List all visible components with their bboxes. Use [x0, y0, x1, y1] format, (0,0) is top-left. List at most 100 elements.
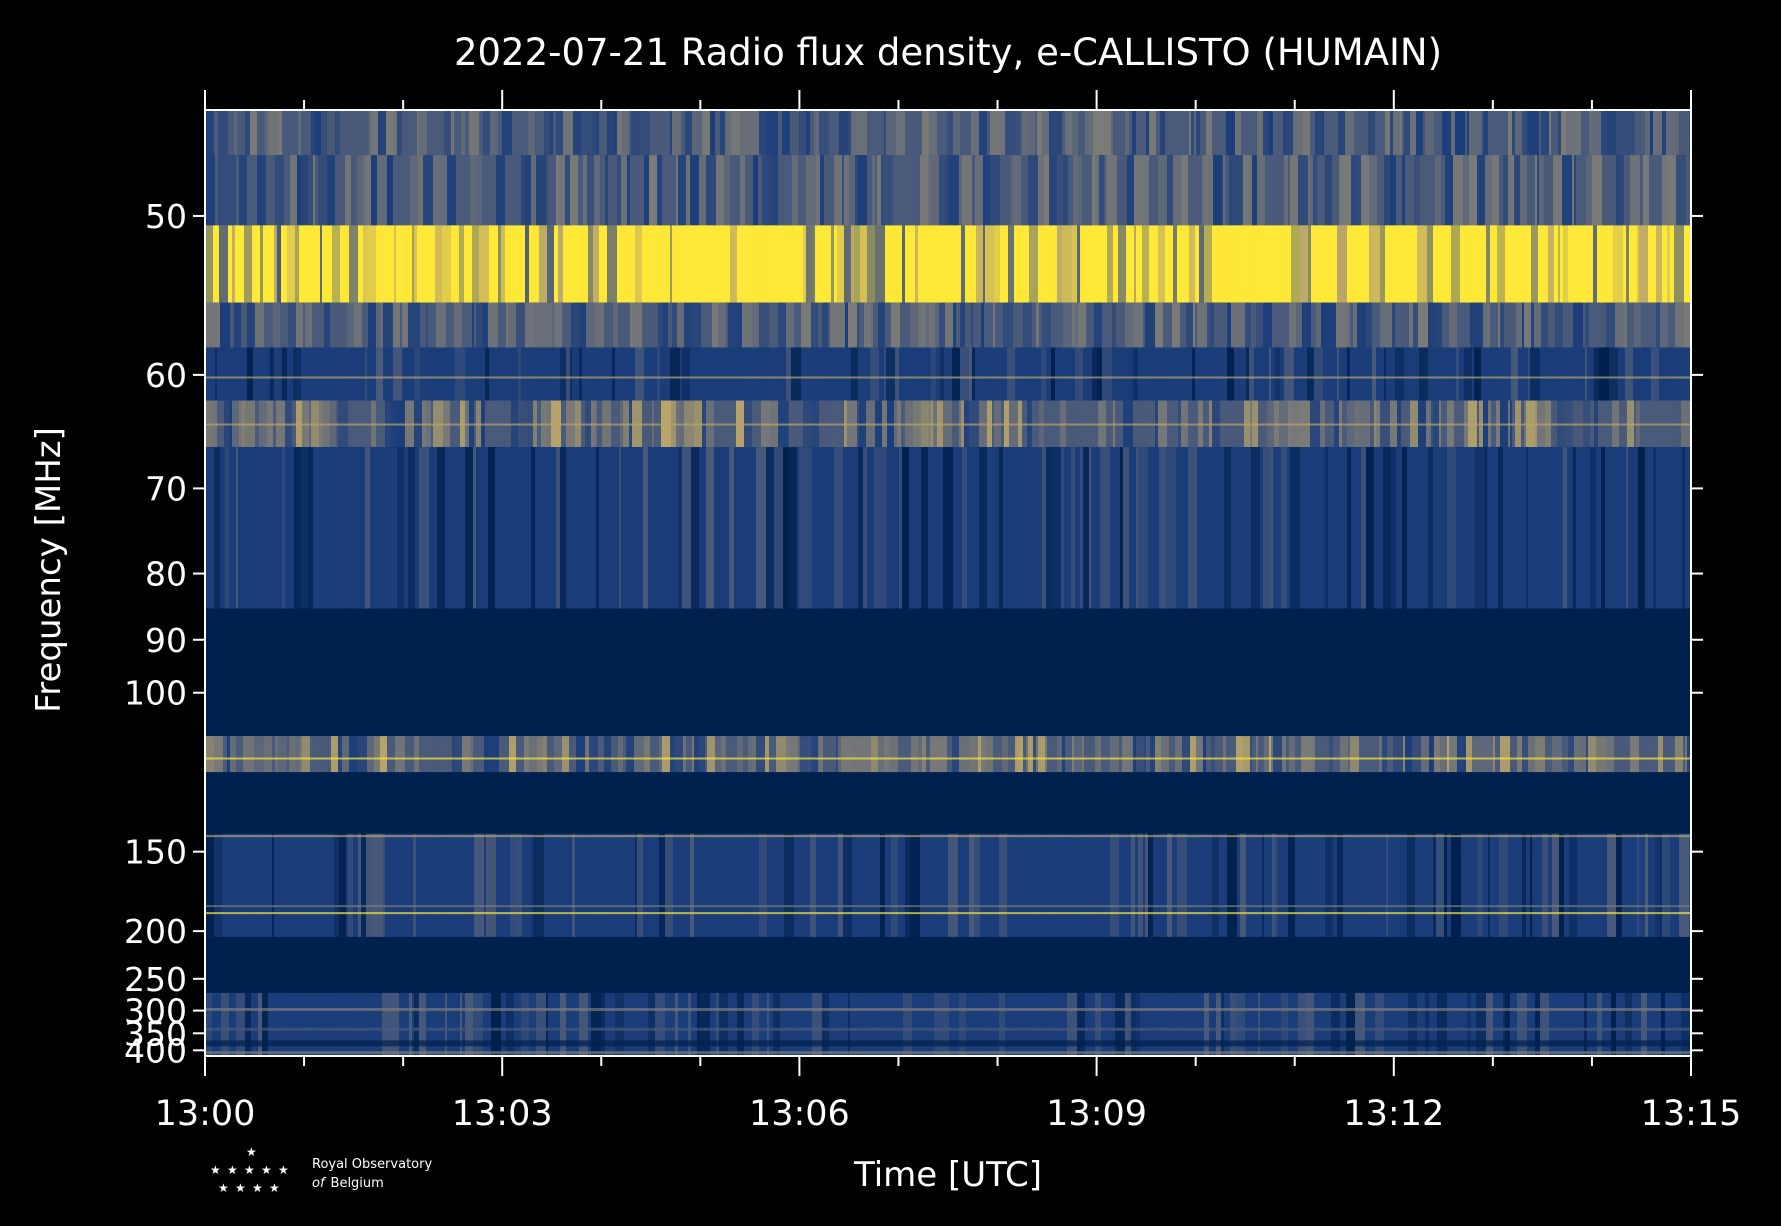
band-stripe: [1541, 110, 1549, 156]
band-stripe: [282, 992, 290, 1056]
band-stripe: [574, 992, 579, 1056]
band-stripe: [911, 736, 915, 773]
band-stripe: [883, 155, 893, 226]
band-stripe: [812, 447, 819, 609]
band-stripe: [685, 110, 692, 156]
band-stripe: [643, 447, 648, 609]
band-stripe: [272, 833, 274, 937]
band-stripe: [1685, 736, 1687, 773]
band-stripe: [851, 110, 858, 156]
band-stripe: [1300, 447, 1304, 609]
band-stripe: [1223, 736, 1226, 773]
band-stripe: [938, 736, 947, 773]
band-stripe: [752, 736, 756, 773]
band-stripe: [282, 110, 286, 156]
band-stripe: [821, 447, 827, 609]
band-stripe: [1157, 347, 1159, 401]
band-stripe: [419, 736, 427, 773]
band-stripe: [1419, 447, 1428, 609]
band-stripe: [245, 110, 250, 156]
band-stripe: [794, 225, 803, 303]
band-stripe: [1644, 736, 1650, 773]
band-stripe: [228, 110, 234, 156]
band-stripe: [1288, 155, 1290, 226]
band-stripe: [1572, 155, 1574, 226]
band-stripe: [896, 110, 905, 156]
band-stripe: [1366, 447, 1374, 609]
band-stripe: [811, 736, 818, 773]
band-stripe: [691, 447, 699, 609]
band-stripe: [1045, 225, 1048, 303]
band-stripe: [944, 992, 949, 1056]
band-stripe: [719, 833, 721, 937]
band-stripe: [336, 347, 343, 401]
band-stripe: [1062, 736, 1065, 773]
band-stripe: [1190, 736, 1196, 773]
band-stripe: [454, 302, 462, 348]
band-stripe: [554, 225, 558, 303]
band-stripe: [529, 992, 536, 1056]
band-stripe: [915, 225, 918, 303]
band-stripe: [1102, 347, 1112, 401]
band-stripe: [761, 347, 769, 401]
band-stripe: [1314, 347, 1323, 401]
band-stripe: [301, 347, 304, 401]
band-stripe: [404, 110, 410, 156]
band-stripe: [1403, 302, 1409, 348]
band-stripe: [1581, 110, 1587, 156]
band-stripe: [1568, 736, 1574, 773]
band-stripe: [1112, 347, 1121, 401]
chart-title: 2022-07-21 Radio flux density, e-CALLIST…: [454, 31, 1442, 74]
band-stripe: [1433, 833, 1436, 937]
band-stripe: [300, 155, 308, 226]
band-empty: [205, 772, 1691, 834]
band-stripe: [1339, 155, 1341, 226]
band-stripe: [1055, 347, 1062, 401]
band-stripe: [1554, 347, 1557, 401]
band-stripe: [323, 736, 331, 773]
band-stripe: [893, 992, 898, 1056]
band-stripe: [1175, 736, 1182, 773]
band-stripe: [1206, 110, 1212, 156]
band-stripe: [246, 833, 249, 937]
band-stripe: [1503, 992, 1505, 1056]
band-stripe: [505, 155, 507, 226]
band-stripe: [1385, 110, 1390, 156]
band-stripe: [1530, 833, 1532, 937]
band-stripe: [931, 347, 936, 401]
band-stripe: [1308, 155, 1310, 226]
band-stripe: [958, 833, 967, 937]
band-stripe: [615, 992, 624, 1056]
band-stripe: [1008, 736, 1015, 773]
band-stripe: [1597, 992, 1602, 1056]
band-stripe: [1271, 347, 1275, 401]
band-stripe: [1117, 155, 1127, 226]
band-stripe: [1283, 302, 1289, 348]
band-stripe: [450, 347, 453, 401]
band-stripe: [1077, 992, 1079, 1056]
x-tick-label: 13:03: [452, 1094, 553, 1134]
band-stripe: [841, 736, 851, 773]
band-stripe: [506, 302, 508, 348]
band-stripe: [1343, 833, 1349, 937]
band-stripe: [959, 992, 966, 1056]
band-stripe: [1436, 302, 1442, 348]
band-stripe: [816, 155, 820, 226]
band-stripe: [578, 155, 583, 226]
band-stripe: [607, 225, 617, 303]
band-stripe: [985, 225, 994, 303]
band-stripe: [569, 447, 572, 609]
band-stripe: [1682, 447, 1685, 609]
band-stripe: [819, 225, 827, 303]
band-stripe: [1505, 225, 1512, 303]
band-stripe: [1363, 833, 1372, 937]
band-stripe: [827, 225, 831, 303]
band-stripe: [1083, 347, 1090, 401]
band-stripe: [974, 447, 979, 609]
band-stripe: [959, 736, 969, 773]
x-axis-label: Time [UTC]: [853, 1155, 1042, 1195]
band-stripe: [1379, 736, 1382, 773]
band-stripe: [1200, 833, 1205, 937]
band-stripe: [774, 447, 783, 609]
band-stripe: [1168, 992, 1176, 1056]
